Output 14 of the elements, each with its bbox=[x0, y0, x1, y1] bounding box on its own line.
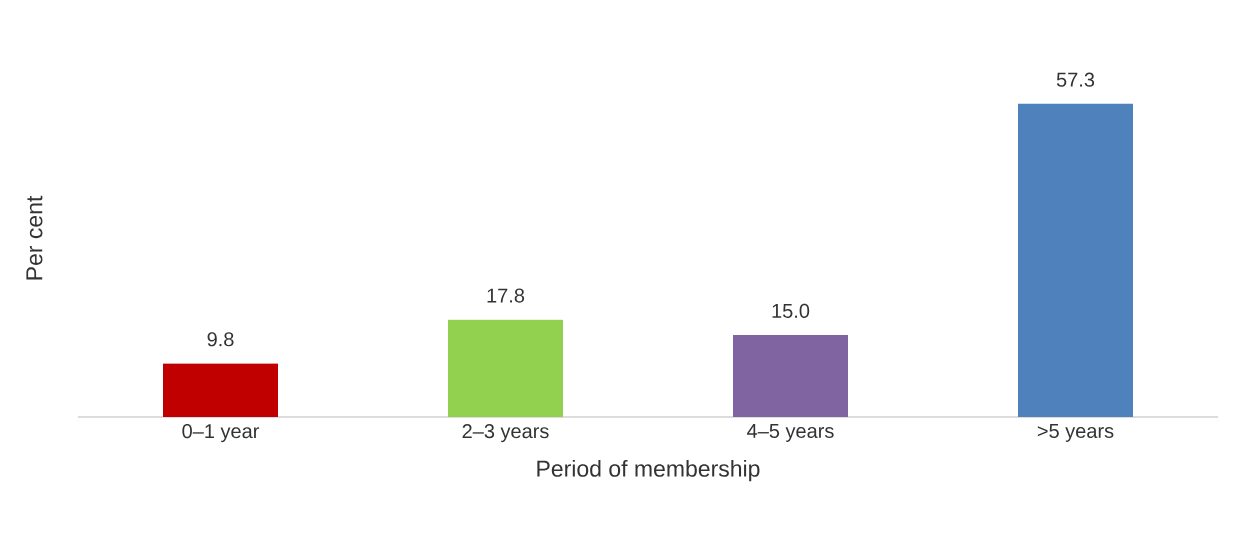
bar bbox=[448, 319, 563, 417]
data-label: 9.8 bbox=[207, 332, 234, 347]
data-label: 17.8 bbox=[487, 288, 525, 303]
x-axis-title: Period of membership bbox=[537, 459, 760, 482]
x-tick-label: 0–1 year bbox=[182, 424, 260, 443]
x-tick-label: 4–5 years bbox=[747, 424, 834, 442]
x-tick-label: 2–3 years bbox=[462, 424, 549, 443]
y-axis-title: Per cent bbox=[26, 195, 43, 280]
data-label: 57.3 bbox=[1056, 72, 1095, 87]
bar bbox=[163, 363, 278, 417]
bar bbox=[733, 335, 848, 417]
bar bbox=[1018, 103, 1133, 417]
data-label: 15.0 bbox=[772, 303, 810, 318]
x-tick-label: >5 years bbox=[1037, 424, 1114, 442]
